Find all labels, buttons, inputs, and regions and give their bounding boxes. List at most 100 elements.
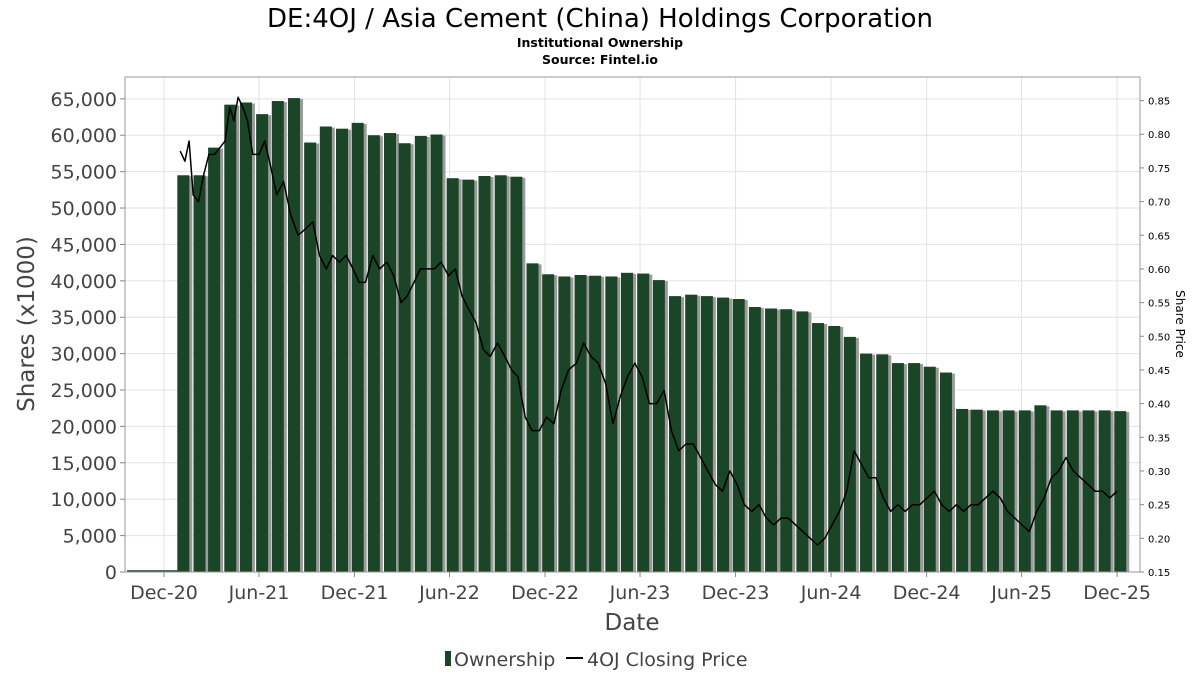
legend-price-label: 4OJ Closing Price bbox=[587, 649, 748, 671]
y-tick-label: 55,000 bbox=[51, 162, 117, 184]
y-tick-label: 35,000 bbox=[51, 307, 117, 329]
bar-series bbox=[127, 98, 1130, 573]
y-axis-label: Shares (x1000) bbox=[14, 236, 40, 412]
price-line-series bbox=[179, 96, 1118, 546]
chart-source: Source: Fintel.io bbox=[542, 52, 658, 67]
x-axis-label: Date bbox=[605, 610, 660, 636]
y2-tick-label: 0.15 bbox=[1148, 568, 1170, 579]
ownership-bar bbox=[462, 179, 475, 572]
ownership-bar bbox=[177, 175, 190, 572]
ownership-bar bbox=[542, 274, 555, 572]
ownership-bar bbox=[351, 122, 364, 572]
ownership-bar bbox=[304, 142, 317, 572]
ownership-bar bbox=[1050, 410, 1063, 572]
legend-ownership-swatch bbox=[445, 651, 451, 666]
ownership-bar bbox=[780, 309, 793, 572]
ownership-bar bbox=[669, 296, 682, 572]
ownership-bar bbox=[1098, 410, 1111, 572]
ownership-bar bbox=[700, 296, 713, 572]
ownership-bar bbox=[478, 176, 491, 572]
y2-tick-label: 0.40 bbox=[1148, 400, 1170, 411]
ownership-bar bbox=[335, 128, 348, 572]
x-tick-label: Dec-25 bbox=[1083, 582, 1151, 604]
legend-ownership-label: Ownership bbox=[454, 649, 555, 671]
y2-tick-label: 0.75 bbox=[1148, 164, 1170, 175]
y2-tick-label: 0.25 bbox=[1148, 501, 1170, 512]
y2-tick-label: 0.80 bbox=[1148, 130, 1170, 141]
ownership-bar bbox=[430, 134, 443, 572]
ownership-bar bbox=[319, 126, 332, 572]
x-tick-label: Jun-23 bbox=[609, 582, 671, 604]
x-tick-label: Jun-22 bbox=[418, 582, 480, 604]
ownership-bar bbox=[637, 273, 650, 572]
chart-title: DE:4OJ / Asia Cement (China) Holdings Co… bbox=[267, 4, 933, 34]
ownership-bar bbox=[891, 363, 904, 572]
y2-tick-label: 0.70 bbox=[1148, 198, 1170, 209]
y-tick-label: 15,000 bbox=[51, 453, 117, 475]
y-axis-ticks: 0 5,000 10,000 15,000 20,000 25,000 30,000 35,0… bbox=[51, 89, 125, 584]
y2-tick-label: 0.65 bbox=[1148, 231, 1170, 242]
ownership-bar bbox=[558, 276, 571, 572]
ownership-bar bbox=[287, 98, 300, 572]
ownership-bar bbox=[685, 294, 698, 572]
y-tick-label: 10,000 bbox=[51, 489, 117, 511]
ownership-bar bbox=[1114, 411, 1127, 572]
ownership-bar bbox=[970, 409, 983, 572]
chart-subtitle: Institutional Ownership bbox=[517, 35, 683, 50]
x-tick-label: Dec-22 bbox=[511, 582, 579, 604]
ownership-bar bbox=[494, 175, 507, 572]
y-tick-label: 40,000 bbox=[51, 271, 117, 293]
y-tick-label: 20,000 bbox=[51, 416, 117, 438]
price-line bbox=[179, 96, 1118, 546]
y2-tick-label: 0.45 bbox=[1148, 366, 1170, 377]
y-tick-label: 65,000 bbox=[51, 89, 117, 111]
y-tick-label: 60,000 bbox=[51, 125, 117, 147]
ownership-bar bbox=[1034, 405, 1047, 572]
y-tick-label: 0 bbox=[105, 562, 117, 584]
ownership-bar bbox=[193, 175, 206, 572]
y2-tick-label: 0.85 bbox=[1148, 97, 1170, 108]
ownership-bar bbox=[717, 297, 730, 572]
ownership-bar bbox=[367, 135, 380, 572]
ownership-bar bbox=[574, 275, 587, 572]
ownership-bar bbox=[589, 275, 602, 572]
x-tick-label: Jun-25 bbox=[990, 582, 1052, 604]
ownership-bar bbox=[732, 299, 745, 572]
y2-tick-label: 0.35 bbox=[1148, 433, 1170, 444]
y2-axis-label: Share Price bbox=[1173, 290, 1187, 358]
y-tick-label: 45,000 bbox=[51, 234, 117, 256]
ownership-bar bbox=[208, 147, 221, 572]
x-axis-ticks: Dec-20 Jun-21 Dec-21 Jun-22 Dec-22 Jun-23 Dec-… bbox=[130, 572, 1151, 604]
ownership-bar bbox=[923, 366, 936, 572]
ownership-bar bbox=[398, 143, 411, 572]
y2-tick-label: 0.30 bbox=[1148, 467, 1170, 478]
ownership-bar bbox=[956, 408, 969, 572]
y2-tick-label: 0.50 bbox=[1148, 332, 1170, 343]
x-tick-label: Jun-24 bbox=[800, 582, 862, 604]
ownership-bar bbox=[620, 272, 633, 572]
ownership-bar bbox=[828, 325, 841, 572]
ownership-bar bbox=[765, 308, 778, 572]
y-tick-label: 50,000 bbox=[51, 198, 117, 220]
y2-tick-label: 0.20 bbox=[1148, 534, 1170, 545]
x-tick-label: Dec-24 bbox=[893, 582, 961, 604]
ownership-bar bbox=[843, 336, 856, 572]
ownership-bar bbox=[446, 178, 459, 572]
ownership-bar bbox=[1018, 410, 1031, 572]
ownership-bar bbox=[860, 353, 873, 572]
ownership-bar bbox=[908, 363, 921, 572]
ownership-bar bbox=[812, 323, 825, 572]
ownership-bar bbox=[1082, 410, 1095, 572]
ownership-bar bbox=[224, 104, 237, 572]
y-tick-label: 5,000 bbox=[63, 526, 117, 548]
ownership-bar bbox=[384, 133, 397, 573]
ownership-bar bbox=[271, 101, 284, 572]
ownership-bar bbox=[652, 280, 665, 572]
ownership-bar bbox=[605, 276, 618, 572]
plot-frame bbox=[124, 76, 1141, 573]
y-tick-label: 25,000 bbox=[51, 380, 117, 402]
x-tick-label: Dec-21 bbox=[321, 582, 389, 604]
y2-axis-ticks: 0.15 0.20 0.25 0.30 0.35 0.40 0.45 0.50 0.55 0.60… bbox=[1140, 97, 1170, 579]
ownership-bar bbox=[796, 311, 809, 572]
